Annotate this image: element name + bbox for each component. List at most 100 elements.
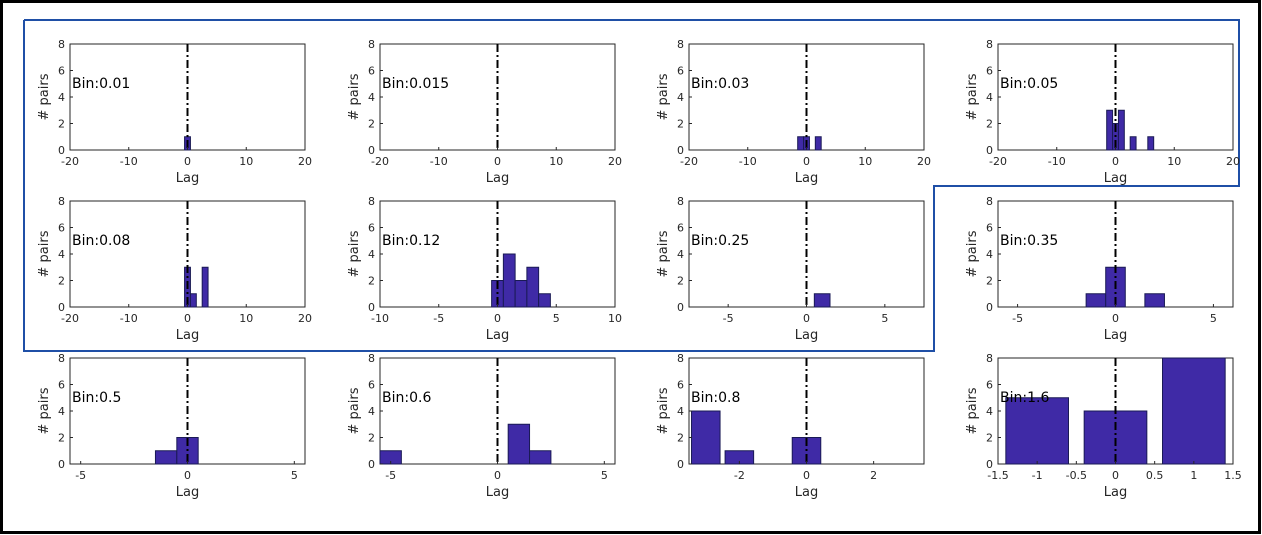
x-axis-label: Lag — [795, 485, 818, 500]
histogram-bar — [1005, 397, 1069, 465]
y-tick-label: 8 — [677, 352, 684, 365]
x-tick-label: 5 — [553, 312, 560, 325]
histogram-bar — [201, 266, 209, 308]
y-tick-label: 4 — [58, 405, 65, 418]
y-axis-label: # pairs — [656, 387, 671, 434]
y-tick-label: 6 — [58, 65, 65, 78]
x-tick-label: 0 — [494, 312, 501, 325]
x-tick-label: 0 — [1112, 155, 1119, 168]
y-axis-label: # pairs — [347, 387, 362, 434]
x-tick-label: 5 — [291, 469, 298, 482]
x-tick-label: -10 — [430, 155, 448, 168]
bin-size-label: Bin:0.03 — [691, 76, 749, 92]
x-tick-label: 20 — [917, 155, 931, 168]
y-axis-label: # pairs — [37, 387, 52, 434]
y-tick-label: 0 — [986, 301, 993, 314]
histogram-panel-2: -20 -10 0 10 20 0 2 4 6 8 Lag # pairs Bin:0.015 — [347, 38, 622, 186]
y-tick-label: 4 — [677, 248, 684, 261]
histogram-panel-3: -20 -10 0 10 20 0 2 4 6 8 Lag # pairs Bin:0.03 — [656, 38, 931, 186]
x-tick-label: -0.5 — [1066, 469, 1087, 482]
x-tick-label: 10 — [549, 155, 563, 168]
x-tick-label: 20 — [1226, 155, 1240, 168]
bin-size-label: Bin:1.6 — [1000, 390, 1049, 406]
x-tick-label: 2 — [870, 469, 877, 482]
y-tick-label: 6 — [986, 65, 993, 78]
y-tick-label: 2 — [986, 432, 993, 445]
y-tick-label: 2 — [58, 432, 65, 445]
x-axis-label: Lag — [486, 485, 509, 500]
x-tick-label: -10 — [739, 155, 757, 168]
highlight-region-outline — [23, 19, 1240, 352]
y-tick-label: 2 — [368, 275, 375, 288]
histogram-bar — [813, 293, 831, 308]
histogram-bar — [1129, 136, 1137, 151]
y-tick-label: 6 — [58, 379, 65, 392]
x-tick-label: 1 — [1190, 469, 1197, 482]
x-tick-label: -1 — [1032, 469, 1043, 482]
bin-size-label: Bin:0.25 — [691, 233, 749, 249]
y-tick-label: 0 — [986, 458, 993, 471]
y-tick-label: 4 — [986, 248, 993, 261]
y-tick-label: 8 — [58, 195, 65, 208]
bin-size-label: Bin:0.6 — [382, 390, 431, 406]
y-tick-label: 0 — [368, 458, 375, 471]
x-tick-label: 0 — [803, 155, 810, 168]
x-axis-label: Lag — [176, 328, 199, 343]
y-tick-label: 2 — [58, 275, 65, 288]
x-tick-label: -10 — [120, 155, 138, 168]
y-tick-label: 6 — [677, 379, 684, 392]
x-axis-label: Lag — [795, 171, 818, 186]
histogram-panel-9: -5 0 5 0 2 4 6 8 Lag # pairs Bin:0.5 — [37, 352, 306, 500]
x-tick-label: 0 — [803, 469, 810, 482]
y-tick-label: 8 — [677, 38, 684, 51]
y-tick-label: 8 — [58, 38, 65, 51]
y-tick-label: 2 — [677, 432, 684, 445]
x-tick-label: -20 — [680, 155, 698, 168]
histogram-panel-10: -5 0 5 0 2 4 6 8 Lag # pairs Bin:0.6 — [347, 352, 616, 500]
x-axis-label: Lag — [1104, 328, 1127, 343]
y-tick-label: 0 — [677, 144, 684, 157]
x-tick-label: 10 — [239, 155, 253, 168]
histogram-bar — [189, 293, 197, 308]
y-tick-label: 0 — [58, 458, 65, 471]
y-tick-label: 8 — [986, 195, 993, 208]
y-axis-label: # pairs — [347, 230, 362, 277]
y-axis-label: # pairs — [965, 387, 980, 434]
y-tick-label: 8 — [986, 38, 993, 51]
x-axis-label: Lag — [1104, 485, 1127, 500]
histogram-bar — [514, 280, 528, 308]
y-tick-label: 6 — [677, 222, 684, 235]
histogram-bar — [1117, 109, 1125, 151]
x-tick-label: 20 — [608, 155, 622, 168]
y-tick-label: 0 — [677, 458, 684, 471]
x-tick-label: 10 — [1167, 155, 1181, 168]
histogram-bar — [1085, 293, 1107, 308]
histogram-bar — [538, 293, 551, 308]
bin-size-label: Bin:0.05 — [1000, 76, 1058, 92]
histogram-panel-8: -5 0 5 0 2 4 6 8 Lag # pairs Bin:0.35 — [965, 195, 1234, 343]
x-axis-label: Lag — [176, 485, 199, 500]
y-tick-label: 4 — [58, 91, 65, 104]
x-tick-label: 0 — [803, 312, 810, 325]
y-tick-label: 6 — [368, 65, 375, 78]
y-tick-label: 0 — [677, 301, 684, 314]
histogram-panel-1: -20 -10 0 10 20 0 2 4 6 8 Lag # pairs Bin:0.01 — [37, 38, 312, 186]
bin-size-label: Bin:0.35 — [1000, 233, 1058, 249]
y-tick-label: 4 — [677, 91, 684, 104]
y-tick-label: 0 — [986, 144, 993, 157]
x-tick-label: 10 — [858, 155, 872, 168]
x-tick-label: -10 — [1048, 155, 1066, 168]
histogram-bar — [502, 253, 516, 308]
histogram-panel-6: -10 -5 0 5 10 0 2 4 6 8 Lag # pairs Bin:0.12 — [347, 195, 622, 343]
y-tick-label: 6 — [986, 222, 993, 235]
y-tick-label: 2 — [986, 275, 993, 288]
x-tick-label: 0 — [1112, 312, 1119, 325]
histogram-bar — [1147, 136, 1155, 151]
x-axis-label: Lag — [176, 171, 199, 186]
y-tick-label: 2 — [986, 118, 993, 131]
x-tick-label: 0 — [494, 469, 501, 482]
x-axis-label: Lag — [486, 171, 509, 186]
